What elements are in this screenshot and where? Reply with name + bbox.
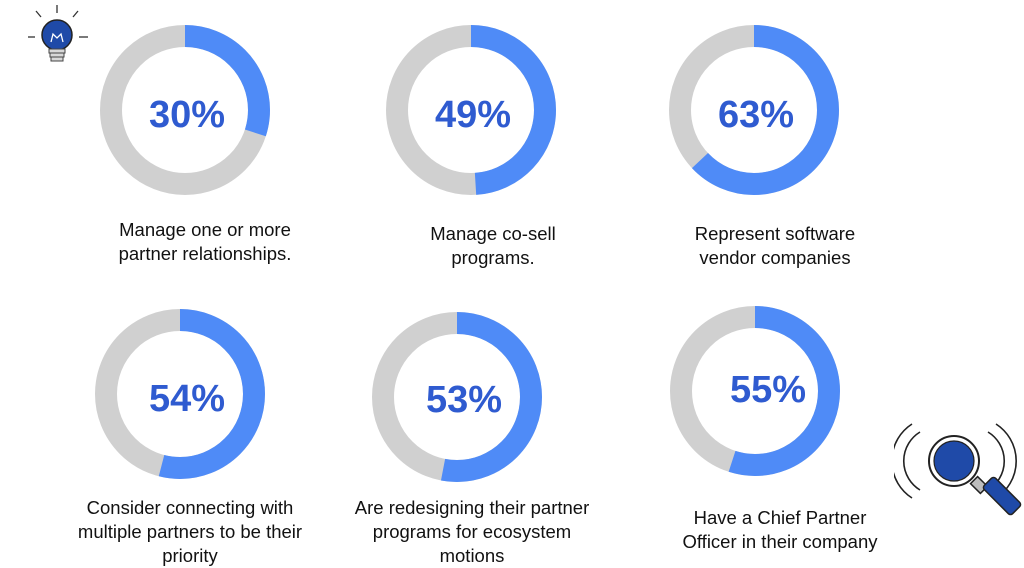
donut-caption-6: Have a Chief Partner Officer in their co…: [682, 507, 878, 552]
donut-chart-6: 55%: [670, 306, 840, 476]
donut-arc: [670, 306, 840, 476]
donut-caption-1: Manage one or more partner relationships…: [118, 219, 292, 264]
donut-chart-4: 54%: [95, 309, 265, 479]
donut-chart-1: 30%: [100, 25, 270, 195]
donut-chart-2: 49%: [386, 25, 556, 195]
donut-percent-label: 55%: [730, 369, 806, 411]
donut-caption-4: Consider connecting with multiple partne…: [77, 497, 303, 566]
donut-arc: [669, 25, 839, 195]
donut-arc: [386, 25, 556, 195]
donut-percent-label: 53%: [426, 379, 502, 421]
donut-chart-5: 53%: [372, 312, 542, 482]
donut-arc: [100, 25, 270, 195]
lightbulb-icon: [20, 2, 94, 81]
donut-percent-label: 30%: [149, 94, 225, 136]
donut-percent-label: 63%: [718, 94, 794, 136]
donut-arc: [95, 309, 265, 479]
donut-percent-label: 54%: [149, 378, 225, 420]
donut-caption-3: Represent software vendor companies: [694, 223, 856, 268]
donut-caption-5: Are redesigning their partner programs f…: [354, 497, 590, 566]
donut-percent-label: 49%: [435, 94, 511, 136]
donut-chart-3: 63%: [669, 25, 839, 195]
donut-caption-2: Manage co-sell programs.: [430, 223, 556, 268]
donut-arc: [372, 312, 542, 482]
magnifying-glass-icon: [891, 400, 1022, 545]
